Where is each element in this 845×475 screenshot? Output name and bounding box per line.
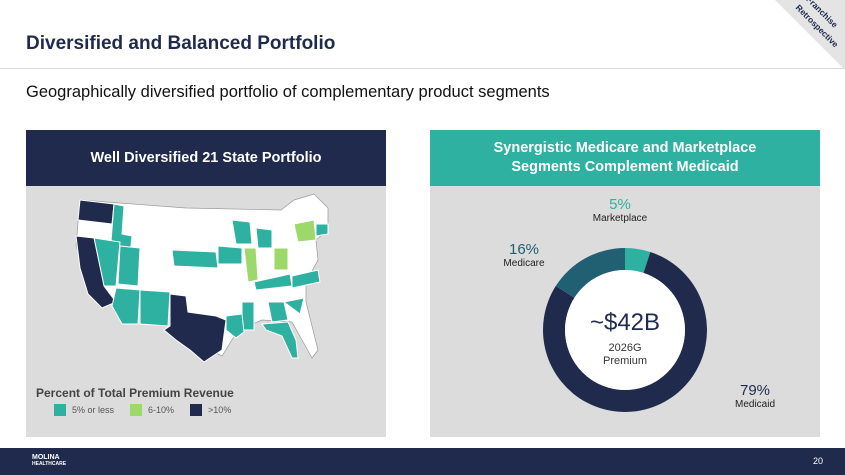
legend-swatch-mid bbox=[130, 404, 143, 416]
state-new-york bbox=[293, 219, 317, 243]
donut-center-label: Premium bbox=[602, 355, 647, 367]
state-utah bbox=[117, 245, 141, 287]
state-georgia bbox=[267, 301, 289, 323]
company-logo: MOLINA HEALTHCARE bbox=[32, 454, 66, 468]
donut-slice-marketplace bbox=[625, 248, 651, 273]
corner-tag: Franchise Retrospective bbox=[775, 0, 845, 70]
state-louisiana bbox=[225, 313, 245, 339]
name-medicaid: Medicaid bbox=[734, 399, 776, 410]
footer-bar: MOLINA HEALTHCARE 20 bbox=[0, 448, 845, 475]
pct-marketplace: 5% bbox=[609, 196, 631, 213]
state-portfolio-panel: Well Diversified 21 State Portfolio bbox=[26, 130, 386, 437]
donut-slice-medicare bbox=[555, 248, 625, 298]
donut-center-year: 2026G bbox=[608, 342, 642, 354]
state-south-carolina bbox=[282, 297, 305, 315]
donut-center-value: ~$42B bbox=[589, 309, 661, 336]
us-map bbox=[75, 193, 329, 363]
legend-label-high: >10% bbox=[208, 405, 232, 415]
state-massachusetts bbox=[315, 223, 329, 237]
logo-line1: MOLINA bbox=[32, 454, 60, 461]
page-number: 20 bbox=[812, 456, 823, 466]
label-medicare: 16% Medicare bbox=[490, 241, 558, 269]
state-ohio bbox=[273, 247, 289, 271]
name-marketplace: Marketplace bbox=[592, 213, 648, 224]
pct-medicare: 16% bbox=[508, 241, 540, 258]
legend-label-mid: 6-10% bbox=[148, 405, 175, 415]
legend-swatch-low bbox=[54, 404, 66, 416]
state-portfolio-heading: Well Diversified 21 State Portfolio bbox=[26, 130, 386, 186]
label-marketplace: 5% Marketplace bbox=[580, 196, 660, 224]
segments-heading: Synergistic Medicare and Marketplace Seg… bbox=[430, 130, 820, 186]
state-california bbox=[75, 235, 117, 309]
state-new-mexico bbox=[139, 289, 171, 327]
legend-item-mid: 6-10% bbox=[130, 404, 174, 416]
legend-item-low: 5% or less bbox=[54, 404, 114, 416]
state-florida bbox=[261, 321, 299, 359]
state-nebraska bbox=[171, 249, 219, 269]
state-arizona bbox=[111, 287, 141, 325]
legend-title: Percent of Total Premium Revenue bbox=[36, 386, 234, 400]
state-virginia bbox=[291, 269, 321, 289]
legend-swatch-high bbox=[190, 404, 203, 416]
segments-panel: Synergistic Medicare and Marketplace Seg… bbox=[430, 130, 820, 437]
pct-medicaid: 79% bbox=[739, 382, 771, 399]
legend-item-high: >10% bbox=[190, 404, 231, 416]
name-medicare: Medicare bbox=[503, 258, 545, 269]
title-divider bbox=[0, 68, 845, 69]
logo-line2: HEALTHCARE bbox=[32, 461, 67, 467]
segments-heading-line1: Synergistic Medicare and Marketplace bbox=[493, 140, 757, 156]
state-wisconsin bbox=[231, 219, 253, 245]
state-iowa bbox=[217, 245, 243, 265]
state-michigan bbox=[255, 227, 273, 249]
state-washington bbox=[77, 199, 115, 225]
legend-label-low: 5% or less bbox=[72, 405, 115, 415]
state-illinois bbox=[243, 247, 259, 283]
map-legend: 5% or less 6-10% >10% bbox=[54, 404, 247, 416]
premium-donut-chart bbox=[543, 248, 707, 412]
label-medicaid: 79% Medicaid bbox=[723, 382, 787, 410]
state-texas bbox=[163, 293, 227, 363]
page-title: Diversified and Balanced Portfolio bbox=[26, 33, 336, 54]
donut-center-subtitle: 2026G Premium bbox=[570, 342, 680, 368]
segments-heading-line2: Segments Complement Medicaid bbox=[511, 159, 739, 175]
donut-hole bbox=[565, 270, 685, 390]
page-subtitle: Geographically diversified portfolio of … bbox=[26, 83, 550, 101]
